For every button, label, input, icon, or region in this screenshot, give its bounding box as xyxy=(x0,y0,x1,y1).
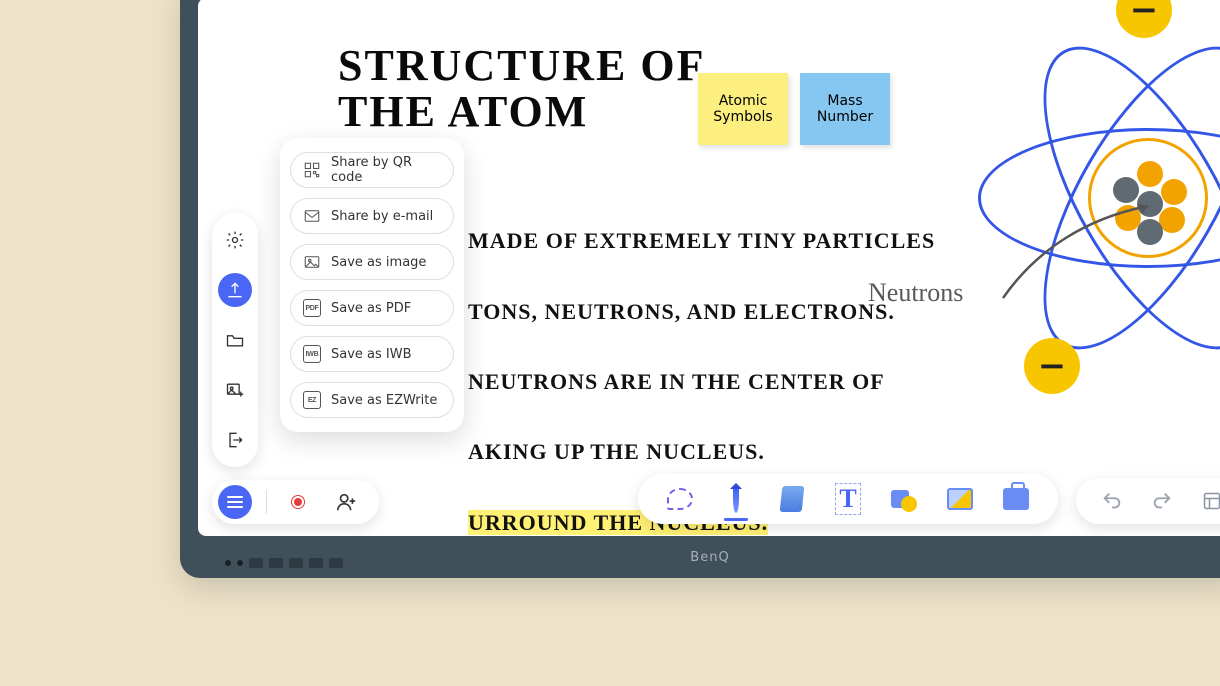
neutron-label: Neutrons xyxy=(868,278,963,308)
pen-icon xyxy=(733,485,739,513)
option-label: Save as IWB xyxy=(331,347,412,362)
save-image-option[interactable]: Save as image xyxy=(290,244,454,280)
tool-toolbar: T xyxy=(638,474,1058,524)
eraser-icon xyxy=(780,486,805,512)
text-icon: T xyxy=(835,483,860,515)
image-plus-icon xyxy=(225,380,245,400)
export-menu: Share by QR code Share by e-mail Save as… xyxy=(280,138,464,432)
brand-logo: BenQ xyxy=(690,550,729,565)
folder-icon xyxy=(225,330,245,350)
upload-icon xyxy=(225,280,245,300)
ez-icon: EZ xyxy=(303,391,321,409)
image-icon xyxy=(303,253,321,271)
board-title: Structure of the Atom xyxy=(338,43,706,135)
body-line: neutrons are in the center of xyxy=(468,369,885,394)
lasso-tool[interactable] xyxy=(664,483,696,515)
menu-button[interactable] xyxy=(218,485,252,519)
pdf-icon: PDF xyxy=(303,299,321,317)
text-tool[interactable]: T xyxy=(832,483,864,515)
export-button[interactable] xyxy=(218,273,252,307)
image-tool[interactable] xyxy=(944,483,976,515)
sidebar xyxy=(212,213,258,467)
option-label: Save as EZWrite xyxy=(331,393,437,408)
save-pdf-option[interactable]: PDF Save as PDF xyxy=(290,290,454,326)
atom-diagram: − − xyxy=(938,0,1220,408)
eraser-tool[interactable] xyxy=(776,483,808,515)
add-user-icon xyxy=(335,491,357,513)
undo-button[interactable] xyxy=(1096,485,1128,517)
redo-button[interactable] xyxy=(1146,485,1178,517)
share-qr-option[interactable]: Share by QR code xyxy=(290,152,454,188)
gear-icon xyxy=(225,230,245,250)
exit-button[interactable] xyxy=(218,423,252,457)
image-icon xyxy=(947,488,973,510)
monitor-ports xyxy=(225,558,343,568)
history-toolbar xyxy=(1076,478,1220,524)
shapes-icon xyxy=(891,486,917,512)
toolbox-tool[interactable] xyxy=(1000,483,1032,515)
add-image-button[interactable] xyxy=(218,373,252,407)
divider xyxy=(266,490,267,514)
monitor-frame: Structure of the Atom made of extremely … xyxy=(180,0,1220,578)
undo-icon xyxy=(1101,490,1123,512)
body-line: tons, neutrons, and electrons. xyxy=(468,299,895,324)
qr-icon xyxy=(303,161,321,179)
option-label: Share by e-mail xyxy=(331,209,433,224)
shapes-tool[interactable] xyxy=(888,483,920,515)
sticky-label: Mass Number xyxy=(804,93,886,125)
layout-icon xyxy=(1202,491,1220,511)
sticky-label: Atomic Symbols xyxy=(702,93,784,125)
sticky-note[interactable]: Atomic Symbols xyxy=(698,73,788,145)
save-iwb-option[interactable]: IWB Save as IWB xyxy=(290,336,454,372)
record-icon xyxy=(292,496,304,508)
exit-icon xyxy=(225,430,245,450)
add-user-button[interactable] xyxy=(329,485,363,519)
option-label: Save as PDF xyxy=(331,301,411,316)
lasso-icon xyxy=(667,488,693,510)
mail-icon xyxy=(303,207,321,225)
record-button[interactable] xyxy=(281,485,315,519)
body-line: made of extremely tiny particles xyxy=(468,228,935,253)
folder-button[interactable] xyxy=(218,323,252,357)
redo-icon xyxy=(1151,490,1173,512)
option-label: Share by QR code xyxy=(331,155,441,185)
share-email-option[interactable]: Share by e-mail xyxy=(290,198,454,234)
body-line: aking up the nucleus. xyxy=(468,439,765,464)
option-label: Save as image xyxy=(331,255,426,270)
monitor-bezel: BenQ xyxy=(180,536,1220,578)
bottom-left-toolbar xyxy=(212,480,379,524)
settings-button[interactable] xyxy=(218,223,252,257)
hamburger-icon xyxy=(227,493,243,511)
layout-button[interactable] xyxy=(1196,485,1220,517)
sticky-note[interactable]: Mass Number xyxy=(800,73,890,145)
iwb-icon: IWB xyxy=(303,345,321,363)
pen-tool[interactable] xyxy=(720,483,752,515)
save-ezwrite-option[interactable]: EZ Save as EZWrite xyxy=(290,382,454,418)
whiteboard-screen: Structure of the Atom made of extremely … xyxy=(198,0,1220,536)
toolbox-icon xyxy=(1003,488,1029,510)
